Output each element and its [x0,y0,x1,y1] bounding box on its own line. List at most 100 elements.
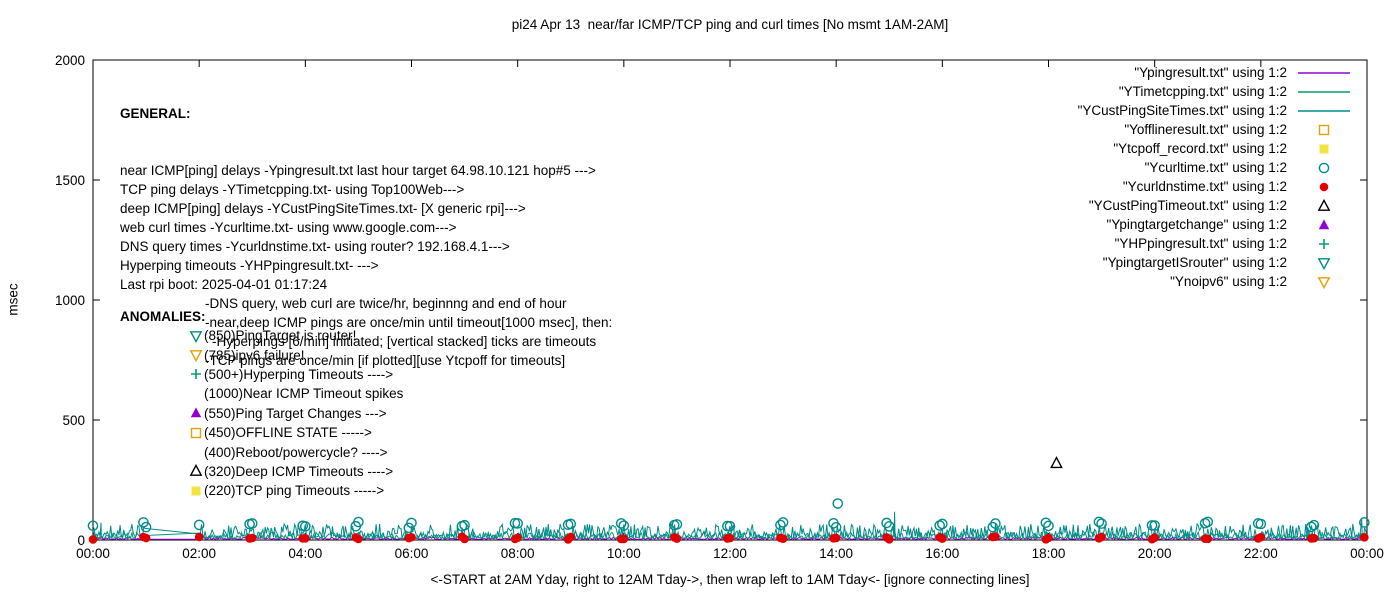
data-point-circle-filled-icon [1044,533,1053,543]
data-point-circle-filled-icon [1360,533,1369,542]
anomaly-item: (850)PingTarget is router! [188,326,403,345]
x-tick-label: 06:00 [395,546,429,561]
data-point-circle-open-icon [87,520,99,532]
legend-label: "YTimetcpping.txt" using 1:2 [1118,84,1287,99]
legend-entry: "Ypingresult.txt" using 1:2 [1078,63,1352,82]
data-point-circle-open-icon [830,522,842,533]
data-point-circle-filled-icon [88,535,98,544]
legend-label: "YHPpingresult.txt" using 1:2 [1114,236,1287,251]
plus-icon [1319,238,1329,249]
data-point-circle-filled-icon [460,534,469,544]
anomaly-text: (400)Reboot/powercycle? ----> [204,444,388,460]
general-line: Last rpi boot: 2025-04-01 01:17:24 [120,277,328,292]
data-point-circle-filled-icon [938,534,947,543]
x-tick-label: 14:00 [819,546,853,561]
legend-entry: "Yofflineresult.txt" using 1:2 [1078,120,1352,139]
data-point-circle-open-icon [1359,517,1370,528]
data-point-circle-open-icon [615,518,627,529]
anomaly-item: (1000)Near ICMP Timeout spikes [188,384,403,403]
anomaly-text: (220)TCP ping Timeouts -----> [204,483,385,499]
square-filled-icon [1319,144,1329,153]
plus-icon [191,369,201,380]
anomaly-text: (785)ipv6 failure! [204,347,305,363]
legend-label: "Yofflineresult.txt" using 1:2 [1124,122,1287,137]
anomaly-text: (550)Ping Target Changes ---> [204,405,387,421]
x-tick-label: 22:00 [1244,546,1278,561]
legend-label: "YpingtargetISrouter" using 1:2 [1102,255,1287,270]
legend-entry: "YpingtargetISrouter" using 1:2 [1078,253,1352,272]
x-tick-label: 04:00 [288,546,322,561]
general-line: Hyperping timeouts -YHPpingresult.txt- -… [120,258,379,273]
circle-open-icon [1318,162,1330,173]
legend-label: "YCustPingTimeout.txt" using 1:2 [1088,198,1287,213]
data-point-circle-filled-icon [991,532,1000,541]
data-point-circle-open-icon [934,520,945,531]
data-point-circle-open-icon [832,498,844,509]
y-tick-label: 2000 [55,53,85,68]
data-point-circle-filled-icon [619,534,629,544]
general-line: -Hyperpings [6/min] initiated; [vertical… [212,334,597,349]
legend-sample [1318,162,1330,173]
anomaly-item: (220)TCP ping Timeouts -----> [188,481,403,500]
x-tick-label: 18:00 [1032,546,1066,561]
plus-icon [191,369,201,380]
data-point-circle-open-icon [565,518,577,530]
data-point-circle-open-icon [671,519,683,530]
general-line: web curl times -Ycurltime.txt- using www… [120,220,457,235]
legend-label: "Ynoipv6" using 1:2 [1170,274,1287,289]
x-tick-label: 00:00 [1350,546,1384,561]
data-point-circle-open-icon [881,517,892,529]
data-point-circle-open-icon [724,520,736,532]
data-point-circle-filled-icon [407,532,416,542]
no-marker [188,387,204,401]
data-point-circle-filled-icon [566,532,576,542]
square-open-icon [190,427,202,438]
legend-entry: "YTimetcpping.txt" using 1:2 [1078,82,1352,101]
legend-label: "YCustPingSiteTimes.txt" using 1:2 [1077,103,1287,118]
data-point-circle-open-icon [246,518,258,529]
legend-sample [1318,124,1330,135]
triangle-up-filled-icon [190,407,202,418]
legend-sample [1298,90,1350,93]
data-point-circle-open-icon [512,518,523,529]
triangle-down-open-icon [189,330,203,343]
triangle-down-open-icon [189,330,203,343]
square-open-icon [190,427,202,438]
series-line-2 [92,511,1368,540]
data-point-circle-filled-icon [778,534,788,543]
data-point-circle-open-icon [1255,518,1267,530]
general-line: near ICMP[ping] delays -Ypingresult.txt … [120,163,596,178]
data-point-circle-filled-icon [725,533,735,543]
x-tick-label: 02:00 [182,546,216,561]
legend-sample [1317,276,1331,289]
anomaly-text: (450)OFFLINE STATE -----> [204,425,372,441]
anomaly-text: (850)PingTarget is router! [204,328,357,344]
general-line: DNS query times -Ycurldnstime.txt- using… [120,239,510,254]
data-point-circle-filled-icon [1203,534,1213,544]
legend-label: "Ypingresult.txt" using 1:2 [1134,65,1287,80]
triangle-up-filled-icon [1318,218,1330,229]
general-annotations: GENERAL: near ICMP[ping] delays -Ypingre… [120,66,612,370]
data-point-circle-filled-icon [513,533,522,543]
data-point-circle-open-icon [1308,519,1320,531]
general-heading: GENERAL: [120,106,191,121]
anomalies-heading: ANOMALIES: [120,309,206,324]
data-point-circle-open-icon [618,520,630,531]
data-point-circle-open-icon [937,518,948,530]
legend-label: "Ycurltime.txt" using 1:2 [1144,160,1287,175]
triangle-up-open-icon [189,464,203,477]
legend-label: "Ypingtargetchange" using 1:2 [1106,217,1287,232]
y-tick-label: 0 [77,533,85,548]
legend-entry: "YCustPingSiteTimes.txt" using 1:2 [1078,101,1352,120]
x-tick-label: 20:00 [1138,546,1172,561]
chart-title: pi24 Apr 13 near/far ICMP/TCP ping and c… [511,17,949,32]
legend-sample [1317,257,1331,270]
legend-sample [1319,144,1329,153]
data-point-circle-filled-icon [1256,532,1266,542]
data-point-circle-filled-icon [301,534,310,543]
data-point-circle-open-icon [987,521,999,533]
data-point-circle-filled-icon [194,532,204,542]
data-point-circle-filled-icon [831,533,841,543]
